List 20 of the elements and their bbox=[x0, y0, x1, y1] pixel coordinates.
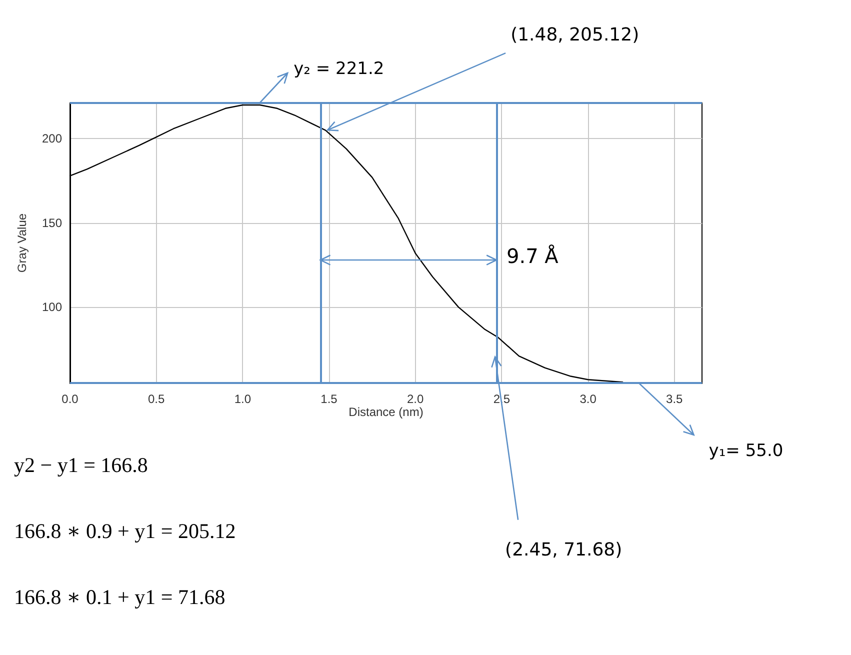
y-tick-label: 100 bbox=[42, 300, 62, 314]
x-axis-title: Distance (nm) bbox=[348, 404, 424, 419]
x-tick-label: 2.0 bbox=[407, 392, 424, 406]
x-tick-label: 0.0 bbox=[62, 392, 79, 406]
annotation: 9.7 Å bbox=[506, 244, 559, 268]
x-tick-label: 1.0 bbox=[234, 392, 252, 406]
text: 166.8 ∗ 0.1 + y1 = 71.68 bbox=[14, 585, 226, 609]
y-axis-title: Gray Value bbox=[15, 213, 29, 273]
x-tick-label: 0.5 bbox=[148, 392, 166, 406]
annotation: (1.48, 205.12) bbox=[510, 24, 640, 46]
x-tick-label: 1.5 bbox=[320, 392, 338, 406]
x-tick-label: 3.0 bbox=[580, 392, 597, 406]
legend-label: y₂ = 221.2 bbox=[294, 59, 384, 79]
y-tick-label: 150 bbox=[42, 216, 62, 230]
text: y2 − y1 = 166.8 bbox=[14, 453, 148, 477]
x-tick-label: 3.5 bbox=[666, 392, 684, 406]
y-tick-label: 200 bbox=[42, 132, 62, 146]
annotation: (2.45, 71.68) bbox=[505, 539, 622, 560]
ref-line-label: y₁= 55.0 bbox=[708, 441, 784, 461]
text: 166.8 ∗ 0.9 + y1 = 205.12 bbox=[14, 519, 236, 543]
